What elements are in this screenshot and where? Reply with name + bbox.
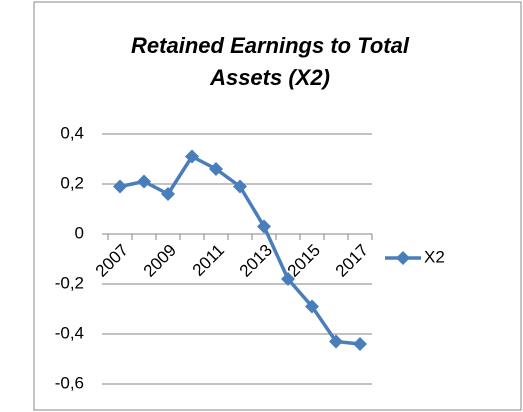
marker <box>329 334 343 349</box>
marker <box>113 179 127 194</box>
y-tick-label: -0,6 <box>55 373 84 392</box>
y-tick-label: 0,2 <box>60 173 84 192</box>
marker <box>137 174 151 189</box>
legend-marker <box>396 251 410 265</box>
marker <box>305 299 319 314</box>
marker <box>209 162 223 176</box>
marker <box>353 337 367 351</box>
marker <box>257 219 271 234</box>
chart-border <box>33 1 522 411</box>
y-tick-label: -0,2 <box>55 273 84 292</box>
marker <box>281 272 295 286</box>
legend-label: X2 <box>424 247 445 266</box>
marker <box>233 179 247 194</box>
chart-title: Retained Earnings to Total Assets (X2) <box>131 33 409 90</box>
y-tick-label: -0,4 <box>55 323 84 342</box>
marker <box>161 187 175 201</box>
y-tick-label: 0 <box>75 223 84 242</box>
marker <box>185 149 199 164</box>
y-tick-label: 0,4 <box>60 123 84 142</box>
